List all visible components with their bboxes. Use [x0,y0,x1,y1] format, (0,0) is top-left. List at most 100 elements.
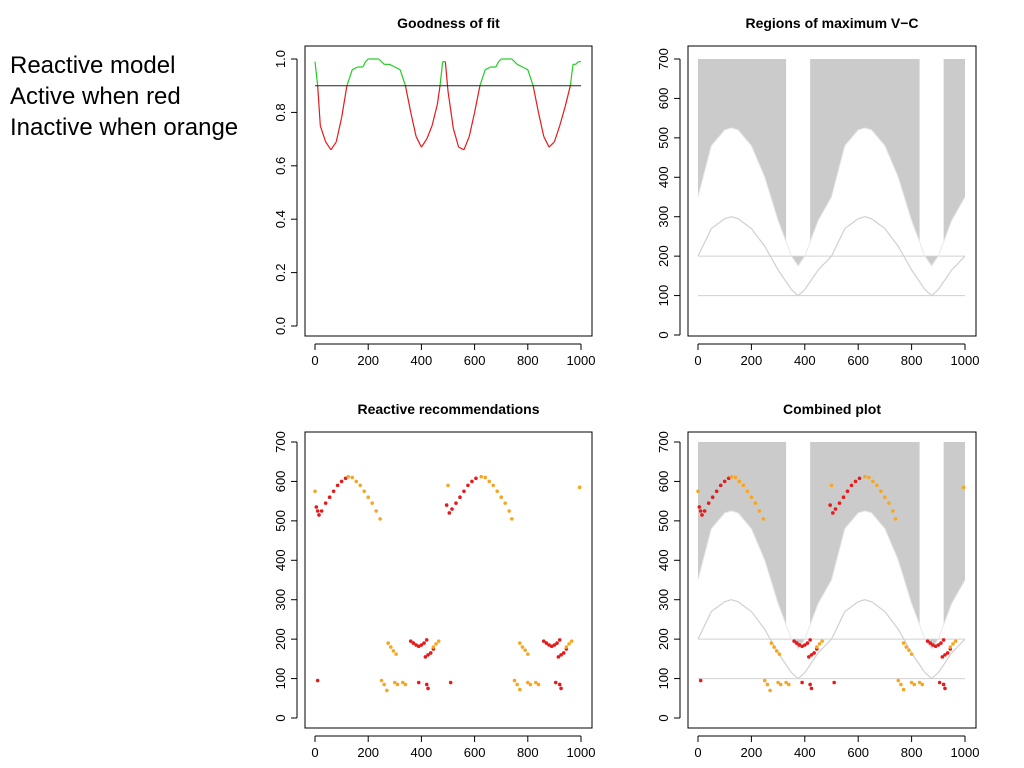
regions [697,442,966,680]
scatter-point-inactive [362,489,367,494]
fit-line-segment [444,61,449,92]
fit-line-segment [484,66,491,71]
y-tick-label: 0 [656,714,671,721]
x-tick-label: 800 [517,353,539,368]
x-tick-label: 800 [901,745,923,760]
x-tick-label: 0 [694,353,701,368]
fit-line-segment [410,112,417,137]
scatter-point-active [857,476,862,481]
scatter-point-active [424,682,429,687]
y-tick-label: 100 [273,668,288,690]
scatter-point-inactive [741,483,746,488]
fit-line-segment [439,61,444,86]
scatter-point-active [448,680,453,685]
x-tick-label: 600 [464,745,486,760]
fit-line-segment [559,106,566,126]
scatter-point-active [941,638,946,642]
fit-line-segment [458,146,465,151]
scatter-point-active [698,678,703,683]
scatter-point-active [419,643,424,647]
scatter-point-inactive [753,501,758,505]
x-tick-label: 200 [357,353,379,368]
fit-line-segment [314,61,319,86]
scatter-point-active [555,641,559,645]
scatter-point-inactive [893,517,898,521]
scatter-point-active [809,653,814,657]
scatter-point-active [424,638,429,642]
scatter-point-inactive [518,687,522,692]
scatter-point-active [317,513,321,517]
scatter-point-active [552,643,557,647]
scatter-point-inactive [564,645,569,649]
x-tick-label: 200 [741,745,763,760]
fit-line-segment [399,69,407,86]
y-tick-label: 0 [656,331,671,338]
y-tick-label: 300 [656,206,671,228]
scatter-point-active [845,489,850,494]
side-text-line-1: Reactive model [10,52,176,79]
scatter-point-active [423,655,428,659]
y-tick-label: 400 [656,549,671,571]
scatter-point-inactive [901,641,906,645]
x-tick-label: 400 [411,353,433,368]
scatter-point-active [831,511,835,515]
scatter-point-active [559,653,563,657]
scatter-point-active [314,505,319,509]
scatter-point-inactive [379,678,384,683]
fit-line-segment [474,85,481,113]
scatter-point-inactive [389,645,393,649]
scatter-point-inactive [948,645,953,649]
scatter-point-active [323,501,328,505]
fit-line-segment [553,125,561,142]
scatter-point-active [803,643,807,647]
scatter-point-inactive [891,509,895,513]
x-tick-label: 600 [847,745,869,760]
scatter-point-inactive [515,682,519,687]
scatter-point-inactive [896,678,901,683]
x-tick-label: 0 [311,745,318,760]
y-tick-label: 0 [273,714,288,721]
x-tick-label: 600 [464,353,486,368]
plot-box [304,431,593,729]
scatter-point-active [812,651,816,655]
scatter-point-inactive [569,639,574,643]
fit-line-segment [351,66,358,71]
scatter-point-active [928,641,933,645]
fit-line-segment [420,138,428,148]
chart-panel-3: Reactive recommendations 0 200 400 600 800 100… [273,401,595,760]
scatter-point-active [553,680,558,685]
scatter-point-active [697,505,702,509]
fit-line-segment [330,141,337,151]
chart-title: Regions of maximum V−C [745,15,918,31]
scatter-point-inactive [961,485,966,490]
fit-line-segment [389,63,396,68]
scatter-point-inactive [909,680,914,685]
scatter-point-active [331,489,336,494]
x-tick-label: 600 [847,353,869,368]
fit-line-segment [468,112,476,137]
scatter-point-inactive [533,680,538,685]
scatter-point-active [833,507,838,511]
fit-line-segment [317,85,321,126]
scatter-point-inactive [366,495,371,500]
x-tick-label: 400 [794,353,816,368]
scatter-point-inactive [510,517,514,521]
scatter-point-inactive [899,682,903,687]
scatter-point-inactive [350,475,355,480]
scatter-point-inactive [912,682,917,687]
scatter-point-active [335,483,340,488]
chart-title: Reactive recommendations [357,401,539,417]
y-tick-label: 200 [656,245,671,267]
scatter-point-active [315,509,320,513]
scatter-point-active [698,509,703,513]
y-tick-label: 600 [656,88,671,110]
fit-line-segment [436,85,441,105]
scatter-point-active [343,476,348,481]
scatter-point-inactive [820,639,824,643]
scatter-point-active [556,655,561,659]
scatter-point-active [444,503,449,507]
scatter-point-active [805,641,810,645]
scatter-point-inactive [776,680,780,685]
scatter-point-active [458,495,462,500]
fit-line-segment [569,64,574,86]
